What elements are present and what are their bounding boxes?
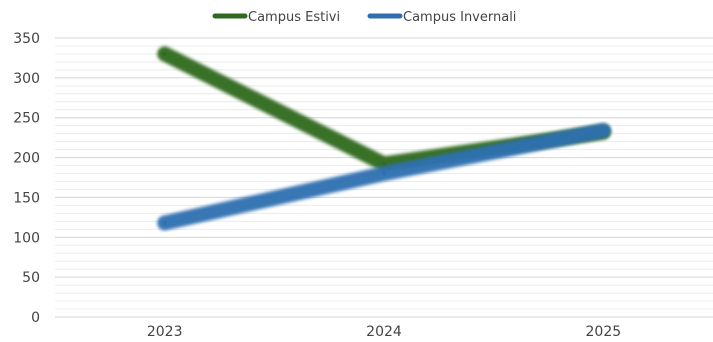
x-tick-label: 2023: [147, 324, 183, 340]
legend: Campus Estivi Campus Invernali: [212, 10, 516, 25]
y-tick-label: 100: [13, 230, 40, 246]
y-tick-label: 350: [13, 31, 40, 47]
y-tick-label: 150: [13, 190, 40, 206]
y-tick-label: 50: [22, 270, 40, 286]
y-tick-label: 0: [31, 310, 40, 326]
data-point: [382, 171, 386, 176]
y-tick-label: 200: [13, 151, 40, 167]
data-point: [601, 128, 606, 133]
data-point: [382, 161, 386, 166]
legend-label: Campus Estivi: [248, 10, 340, 25]
data-point: [162, 220, 167, 225]
y-tick-label: 300: [13, 71, 40, 87]
series-line-2: [157, 122, 611, 231]
x-axis: 2023 2024 2025: [147, 324, 621, 340]
series-lines: [157, 46, 611, 231]
data-point: [162, 51, 167, 56]
legend-label: Campus Invernali: [403, 10, 516, 25]
x-tick-label: 2024: [366, 324, 402, 340]
x-tick-label: 2025: [586, 324, 622, 340]
y-axis: 0 50 100 150 200 250 300 350: [13, 31, 40, 326]
y-tick-label: 250: [13, 111, 40, 127]
